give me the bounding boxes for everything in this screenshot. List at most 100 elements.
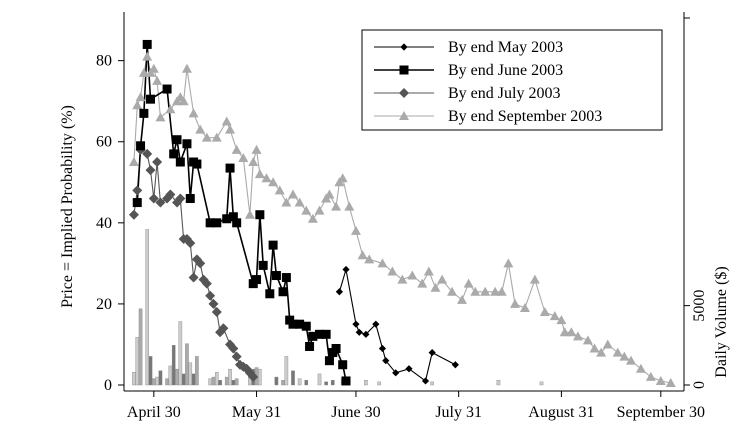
data-point: [274, 185, 285, 195]
data-point: [665, 377, 676, 387]
volume-bar: [377, 381, 381, 386]
volume-bar: [430, 381, 434, 386]
volume-bar: [181, 373, 186, 386]
data-point: [268, 177, 279, 187]
volume-bar: [175, 368, 179, 386]
data-point: [362, 330, 370, 338]
volume-bar: [195, 356, 199, 386]
data-point: [405, 365, 413, 373]
data-point: [324, 189, 335, 199]
data-point: [421, 377, 430, 385]
data-point: [155, 197, 166, 208]
y-tick-label: 20: [96, 296, 112, 313]
y-tick-label: 0: [104, 377, 112, 394]
data-point: [208, 298, 219, 309]
volume-bar: [304, 380, 309, 386]
data-point: [132, 185, 143, 196]
data-point: [301, 205, 312, 215]
data-point: [255, 210, 265, 220]
data-point: [145, 165, 156, 176]
data-point: [447, 286, 458, 296]
data-point: [428, 348, 436, 357]
data-point: [248, 371, 259, 382]
data-point: [301, 321, 311, 331]
data-point: [181, 63, 192, 73]
data-point: [364, 254, 375, 264]
volume-bar: [211, 376, 216, 386]
data-point: [244, 209, 255, 219]
data-point: [221, 116, 232, 126]
data-point: [341, 376, 351, 386]
volume-bar: [165, 378, 169, 386]
data-point: [185, 238, 196, 249]
data-point: [281, 273, 291, 283]
legend-marker: [399, 111, 409, 120]
data-point: [175, 193, 186, 204]
y2-tick-label: 0: [691, 381, 708, 389]
data-point: [559, 327, 570, 337]
data-point: [635, 363, 646, 373]
data-point: [138, 67, 149, 77]
data-point: [251, 144, 262, 154]
legend-label: By end September 2003: [448, 108, 602, 125]
data-point: [225, 163, 235, 173]
data-point: [152, 157, 163, 168]
x-tick-label: July 31: [435, 404, 482, 421]
legend-label: By end July 2003: [448, 85, 560, 102]
volume-bar: [135, 337, 140, 386]
data-point: [238, 152, 249, 162]
volume-bar: [364, 380, 368, 386]
data-point: [142, 39, 152, 49]
data-point: [308, 331, 318, 341]
data-point: [254, 169, 265, 179]
data-point: [480, 286, 491, 296]
data-point: [195, 124, 206, 134]
legend-label: By end May 2003: [448, 39, 563, 56]
data-point: [596, 347, 607, 357]
data-point: [287, 189, 298, 199]
data-point: [529, 274, 540, 284]
data-point: [519, 302, 530, 312]
data-point: [135, 92, 146, 102]
data-point: [211, 132, 222, 142]
series-line: [133, 148, 254, 378]
volume-bar: [258, 368, 262, 386]
data-point: [232, 218, 242, 228]
data-point: [212, 218, 222, 228]
data-point: [192, 159, 202, 169]
volume-bar: [168, 365, 173, 386]
y-tick-label: 40: [96, 215, 112, 232]
y-tick-label: 80: [96, 53, 112, 70]
data-point: [355, 328, 363, 336]
data-point: [335, 288, 343, 296]
data-point: [188, 108, 199, 118]
data-point: [350, 225, 361, 235]
data-point: [225, 124, 236, 134]
data-point: [503, 258, 514, 268]
data-point: [294, 197, 305, 207]
volume-bar: [234, 378, 239, 386]
x-tick-label: June 30: [331, 404, 380, 421]
volume-bar: [138, 308, 143, 386]
data-point: [261, 173, 272, 183]
data-point: [132, 100, 143, 110]
volume-bar: [297, 378, 302, 386]
y-axis-title: Price = Implied Probability (%): [59, 105, 76, 308]
data-point: [178, 96, 189, 106]
data-point: [231, 144, 242, 154]
data-point: [582, 335, 593, 345]
data-point: [307, 213, 318, 223]
data-point: [331, 201, 342, 211]
data-point: [397, 274, 408, 284]
data-point: [142, 51, 153, 61]
volume-bar: [228, 368, 232, 386]
data-point: [456, 294, 467, 304]
data-point: [146, 94, 156, 104]
volume-bar: [274, 376, 279, 386]
data-point: [342, 265, 350, 274]
data-point: [655, 375, 666, 385]
legend-marker: [399, 88, 409, 98]
data-point: [619, 351, 630, 361]
data-point: [566, 327, 577, 337]
volume-bar: [185, 343, 189, 386]
